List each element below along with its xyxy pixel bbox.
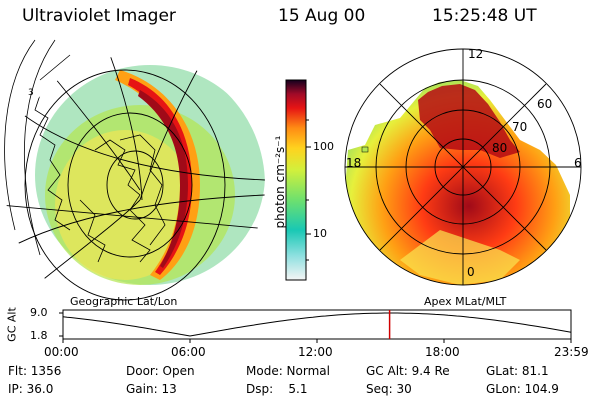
altitude-ytick-low: 1.8: [30, 329, 48, 342]
altitude-xtick-1800: 18:00: [425, 345, 460, 359]
altitude-xtick-2359: 23:59: [554, 345, 589, 359]
mlt-label-18: 18: [346, 156, 362, 170]
info-glat: GLat: 81.1: [486, 364, 549, 378]
colorbar-tick-10: 10: [313, 227, 327, 240]
geographic-map: 3: [4, 39, 265, 301]
date-label: 15 Aug 00: [278, 6, 366, 26]
altitude-xtick-0000: 00:00: [44, 345, 79, 359]
info-flight: Flt: 1356: [8, 364, 62, 378]
svg-text:3: 3: [28, 88, 34, 98]
mlat-label-70: 70: [512, 120, 528, 134]
time-label: 15:25:48 UT: [432, 6, 537, 26]
info-dsp: Dsp: 5.1: [246, 382, 308, 396]
mlt-label-0: 0: [467, 265, 475, 279]
mlt-label-6: 6: [574, 156, 582, 170]
instrument-title: Ultraviolet Imager: [22, 6, 176, 26]
left-map-caption: Geographic Lat/Lon: [70, 295, 178, 308]
color-bar: [285, 79, 311, 281]
polar-plot: [344, 48, 582, 286]
info-door: Door: Open: [126, 364, 195, 378]
info-gain: Gain: 13: [126, 382, 177, 396]
mlat-label-80: 80: [492, 141, 508, 155]
colorbar-unit-label: photon cm⁻²s⁻¹: [273, 135, 287, 229]
altitude-xtick-0600: 06:00: [171, 345, 206, 359]
info-seq: Seq: 30: [366, 382, 412, 396]
altitude-plot: [59, 309, 572, 343]
altitude-ylabel: GC Alt: [5, 307, 19, 342]
colorbar-tick-100: 100: [313, 140, 334, 153]
info-glon: GLon: 104.9: [486, 382, 559, 396]
altitude-xtick-1200: 12:00: [298, 345, 333, 359]
info-gc-alt: GC Alt: 9.4 Re: [366, 364, 450, 378]
altitude-ytick-high: 9.0: [30, 306, 48, 319]
info-mode: Mode: Normal: [246, 364, 330, 378]
altitude-curve: [62, 312, 572, 337]
right-map-caption: Apex MLat/MLT: [424, 295, 507, 308]
mlat-label-60: 60: [537, 97, 553, 111]
mlt-label-12: 12: [468, 47, 484, 61]
info-ip: IP: 36.0: [8, 382, 54, 396]
